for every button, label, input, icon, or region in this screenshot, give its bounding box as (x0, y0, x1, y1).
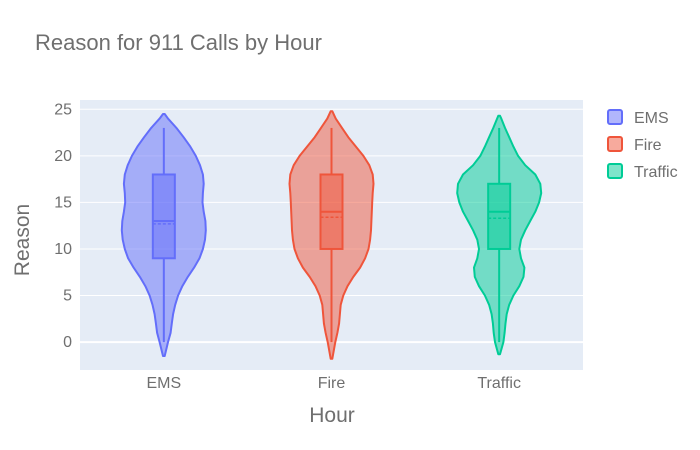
legend-swatch-traffic (608, 164, 622, 178)
legend-label-fire: Fire (634, 137, 662, 154)
legend-label-ems: EMS (634, 110, 669, 127)
y-axis-title: Reason (11, 204, 34, 276)
x-tick-label-fire: Fire (318, 375, 346, 392)
chart-title: Reason for 911 Calls by Hour (35, 30, 322, 55)
y-tick-label-15: 15 (54, 194, 72, 211)
legend-item-ems: EMS (608, 110, 669, 127)
y-tick-label-10: 10 (54, 241, 72, 258)
y-tick-label-5: 5 (63, 288, 72, 305)
legend-label-traffic: Traffic (634, 164, 678, 181)
legend-swatch-ems (608, 110, 622, 124)
x-axis-title: Hour (309, 404, 355, 427)
y-tick-label-25: 25 (54, 101, 72, 118)
x-tick-label-ems: EMS (146, 375, 181, 392)
box-ems (153, 174, 175, 258)
legend-swatch-fire (608, 137, 622, 151)
legend-item-fire: Fire (608, 137, 662, 154)
legend-item-traffic: Traffic (608, 164, 678, 181)
x-tick-label-traffic: Traffic (477, 375, 521, 392)
y-tick-label-0: 0 (63, 334, 72, 351)
y-tick-label-20: 20 (54, 148, 72, 165)
box-traffic (488, 184, 510, 249)
